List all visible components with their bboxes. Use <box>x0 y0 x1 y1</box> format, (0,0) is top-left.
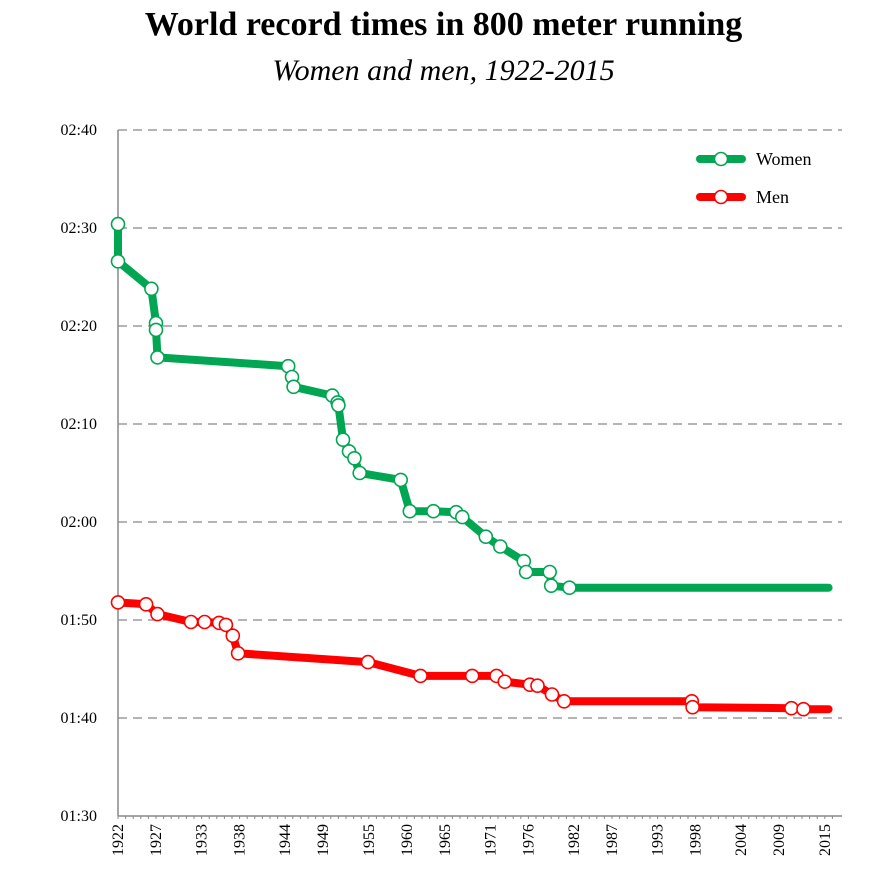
y-tick-label: 02:10 <box>61 416 97 433</box>
data-point-women <box>454 509 470 525</box>
legend: Women Men <box>696 149 812 207</box>
data-point-women <box>518 564 534 580</box>
legend-label-women: Women <box>756 149 812 169</box>
data-point-men <box>138 596 154 612</box>
axes <box>117 130 842 817</box>
data-point-men <box>497 674 513 690</box>
x-tick-label: 1927 <box>148 824 165 856</box>
chart-subtitle: Women and men, 1922-2015 <box>272 54 615 87</box>
data-point-women <box>426 503 441 519</box>
data-point-women <box>402 503 418 519</box>
x-tick-label: 1993 <box>650 824 667 856</box>
x-tick-label: 1965 <box>437 824 454 856</box>
y-tick-label: 02:40 <box>61 122 97 139</box>
data-point-men <box>784 700 799 716</box>
chart-title: World record times in 800 meter running <box>144 6 743 43</box>
data-point-women <box>110 216 126 232</box>
data-point-men <box>230 645 246 661</box>
data-point-women <box>148 322 164 338</box>
x-tick-label: 1998 <box>688 824 705 856</box>
x-tick-label: 1982 <box>566 824 583 856</box>
data-point-men <box>685 699 700 715</box>
x-tick-label: 1922 <box>110 824 127 856</box>
series-line-women <box>114 220 833 592</box>
x-tick-label: 1938 <box>232 824 249 856</box>
y-tick-label: 02:20 <box>61 318 97 335</box>
data-point-men <box>556 693 572 709</box>
legend-label-men: Men <box>756 187 789 207</box>
x-tick-label: 1933 <box>194 824 211 856</box>
legend-marker-men <box>713 189 729 205</box>
data-point-women <box>542 564 558 580</box>
data-point-women <box>543 578 559 594</box>
data-point-women <box>478 529 494 545</box>
x-tick-label: 1960 <box>399 824 416 856</box>
x-tick-label: 1949 <box>315 824 332 856</box>
data-point-women <box>150 350 165 365</box>
data-point-men <box>796 701 811 717</box>
data-point-men <box>183 614 199 630</box>
y-tick-label: 01:30 <box>61 808 97 825</box>
data-point-women <box>335 432 351 448</box>
data-point-men <box>197 614 212 630</box>
grid-lines <box>118 129 842 719</box>
x-tick-label: 1955 <box>361 824 378 856</box>
data-point-women <box>331 398 346 413</box>
x-axis-ticks: 1922 1927 1933 1938 1944 1949 1955 1960 1965 1971… <box>110 816 834 856</box>
legend-marker-women <box>713 151 729 167</box>
series-group <box>110 216 833 717</box>
data-point-men <box>218 617 234 633</box>
data-point-men <box>360 654 376 670</box>
data-point-women <box>562 580 577 596</box>
x-tick-label: 1987 <box>604 824 621 856</box>
data-point-men <box>110 595 126 610</box>
data-point-women <box>352 465 368 481</box>
x-tick-label: 2004 <box>733 824 750 856</box>
data-point-men <box>544 687 560 702</box>
y-tick-label: 02:30 <box>61 220 97 237</box>
data-point-men <box>464 668 480 684</box>
data-point-men <box>150 606 165 622</box>
data-point-women <box>393 472 409 488</box>
data-point-women <box>110 253 126 269</box>
x-tick-label: 2015 <box>817 824 834 856</box>
data-point-men <box>225 628 241 644</box>
y-tick-label: 01:40 <box>61 710 97 727</box>
x-tick-label: 1971 <box>482 824 499 856</box>
x-tick-label: 1976 <box>520 824 537 856</box>
y-tick-label: 01:50 <box>61 612 97 629</box>
data-point-women <box>144 281 159 297</box>
data-point-women <box>347 450 362 466</box>
x-tick-label: 2009 <box>771 824 788 856</box>
y-axis-ticks: 02:40 02:30 02:20 02:10 02:00 01:50 01:40 01:30 <box>61 122 97 825</box>
y-tick-label: 02:00 <box>61 514 97 531</box>
data-point-women <box>492 539 508 554</box>
data-point-men <box>530 678 545 694</box>
data-point-men <box>413 668 428 684</box>
data-point-women <box>286 379 301 395</box>
x-tick-label: 1944 <box>277 824 294 856</box>
